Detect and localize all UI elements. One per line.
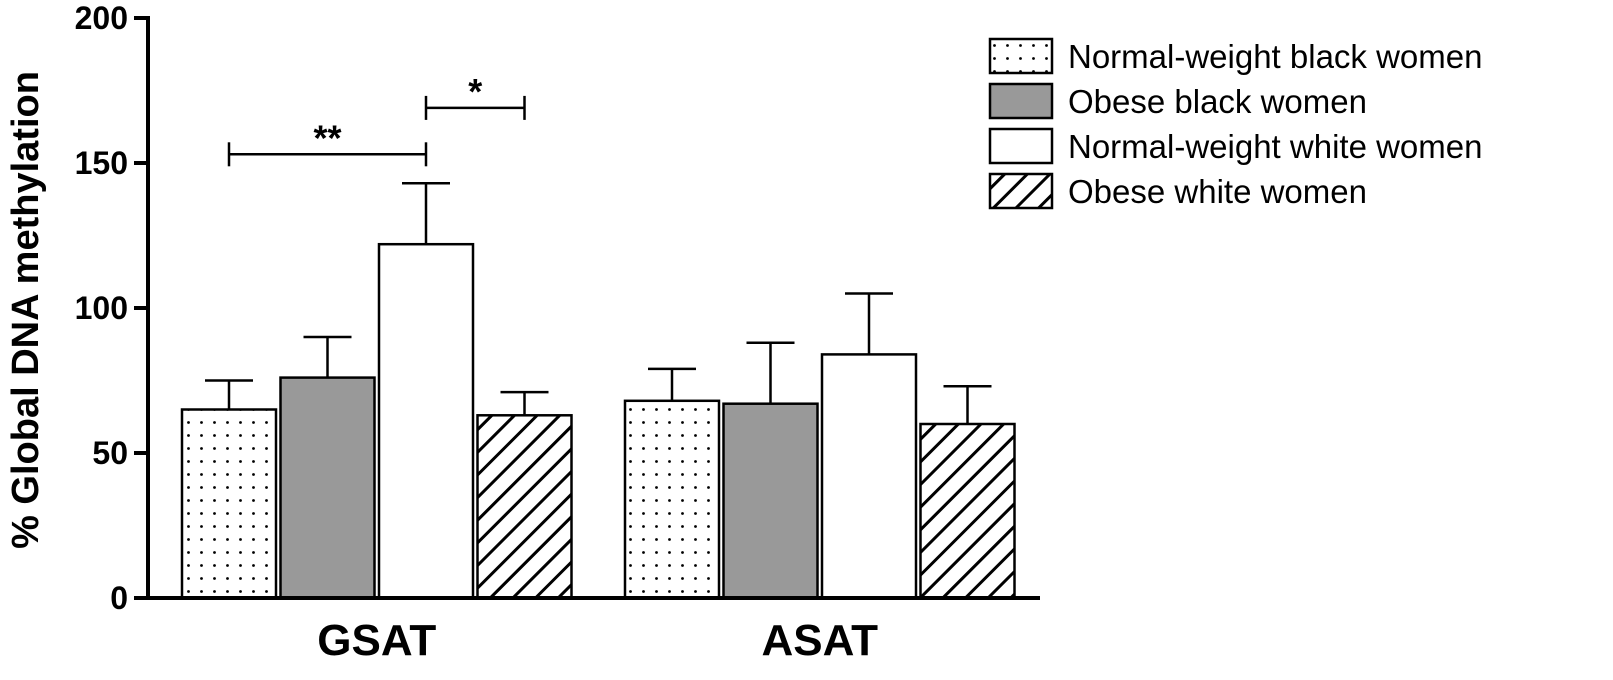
- legend-label: Normal-weight white women: [1068, 128, 1482, 165]
- bar: [623, 399, 721, 600]
- bar: [180, 408, 278, 600]
- x-tick-label: GSAT: [317, 616, 436, 665]
- y-tick-label: 200: [75, 0, 128, 36]
- bar: [722, 402, 819, 600]
- y-axis-label: % Global DNA methylation: [5, 71, 47, 549]
- y-tick-label: 0: [110, 580, 128, 616]
- legend-swatch: [988, 37, 1054, 75]
- bar: [919, 422, 1016, 600]
- legend-swatch: [988, 82, 1054, 120]
- bar: [279, 376, 376, 600]
- bar: [377, 242, 475, 600]
- bar: [820, 353, 918, 600]
- bar: [476, 414, 573, 600]
- significance-label: *: [468, 71, 482, 112]
- legend-label: Obese white women: [1068, 173, 1367, 210]
- legend-swatch: [988, 172, 1054, 210]
- y-tick-label: 100: [75, 290, 128, 326]
- legend-label: Obese black women: [1068, 83, 1367, 120]
- y-tick-label: 150: [75, 145, 128, 181]
- legend: Normal-weight black women Obese black wom…: [988, 37, 1482, 210]
- x-tick-label: ASAT: [761, 616, 878, 665]
- significance-label: **: [313, 117, 341, 158]
- legend-swatch: [988, 127, 1054, 165]
- y-tick-label: 50: [92, 435, 128, 471]
- legend-label: Normal-weight black women: [1068, 38, 1482, 75]
